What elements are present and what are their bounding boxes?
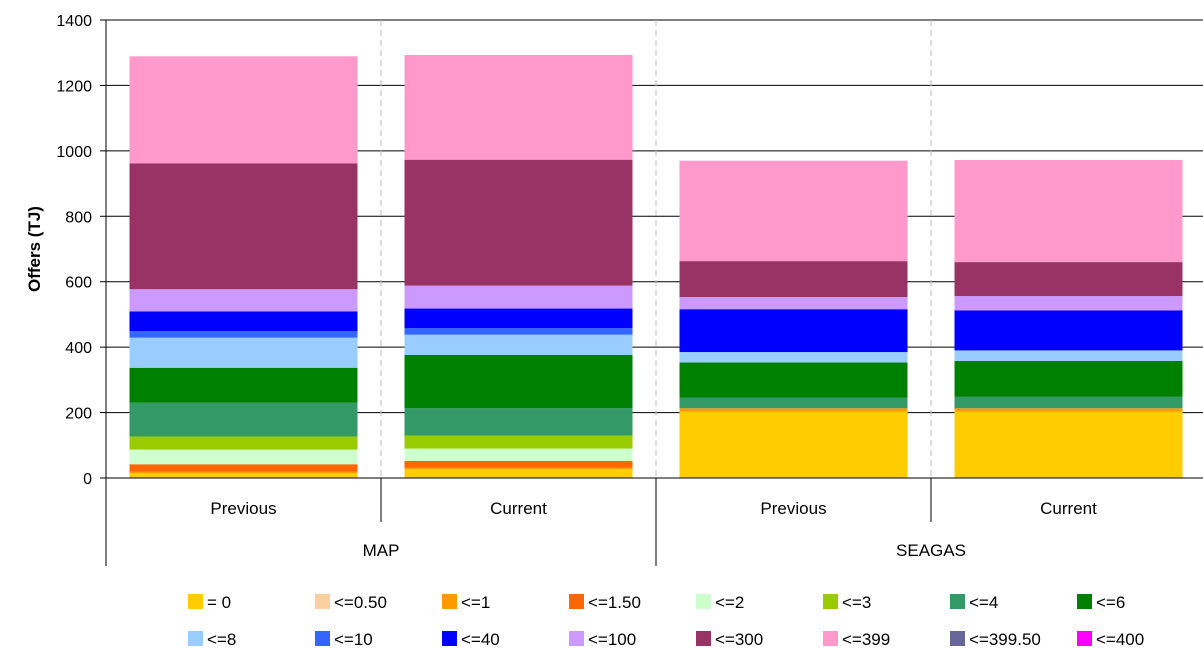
bar-segment-4-1 [404, 448, 633, 461]
x-category-label: Previous [760, 499, 826, 518]
bar-segment-13-2 [679, 160, 908, 262]
legend-swatch [823, 594, 838, 609]
category-separators [380, 20, 932, 478]
bar-segment-6-1 [404, 408, 633, 436]
x-category-labels: Previous Current Previous Current [210, 499, 1097, 518]
legend-label: <=399.50 [969, 630, 1041, 648]
bar-segment-2-1 [404, 467, 633, 470]
legend-swatch [442, 594, 457, 609]
bar-segment-13-0 [129, 56, 358, 164]
legend-swatch [442, 631, 457, 646]
legend-swatch [696, 631, 711, 646]
bar-segment-13-1 [404, 55, 633, 160]
legend-swatch [569, 631, 584, 646]
x-category-label: Previous [210, 499, 276, 518]
legend-label: <=2 [715, 593, 744, 612]
bar-segment-8-0 [129, 337, 358, 368]
bar-segment-0-1 [404, 469, 633, 478]
bar-segment-7-1 [404, 354, 633, 409]
x-category-label: Current [490, 499, 547, 518]
bar-segment-7-3 [954, 360, 1183, 397]
bar-segment-6-3 [954, 396, 1183, 409]
x-group-labels: MAP SEAGAS [363, 541, 966, 560]
legend-label: <=6 [1096, 593, 1125, 612]
bar-segment-7-0 [129, 367, 358, 403]
legend-swatch [188, 594, 203, 609]
legend-label: <=100 [588, 630, 636, 648]
legend-label: <=1 [461, 593, 490, 612]
x-category-label: Current [1040, 499, 1097, 518]
legend: = 0 <=0.50 <=1 <=1.50 <=2 <=3 <=4 <=6 <=8 <=10 <=4… [188, 593, 1144, 648]
bar-segment-6-2 [679, 397, 908, 409]
x-group-label: SEAGAS [896, 541, 966, 560]
legend-label: <=400 [1096, 630, 1144, 648]
legend-swatch [950, 631, 965, 646]
bar-segment-11-0 [129, 289, 358, 312]
y-tick-label: 800 [65, 209, 92, 226]
bar-segment-5-1 [404, 435, 633, 449]
bar-segment-13-3 [954, 160, 1183, 263]
bar-segment-0-2 [679, 411, 908, 478]
bar-segment-10-1 [404, 308, 633, 329]
y-tick-labels: 0 200 400 600 800 1000 1200 1400 [56, 13, 92, 488]
bar-segment-0-0 [129, 473, 358, 478]
bar-segment-11-1 [404, 285, 633, 309]
bar-segment-11-2 [679, 297, 908, 310]
y-axis-label: Offers (TJ) [25, 206, 44, 292]
bar-segment-2-0 [129, 471, 358, 474]
legend-label: <=4 [969, 593, 998, 612]
y-tick-label: 1200 [56, 78, 92, 95]
legend-swatch [696, 594, 711, 609]
bar-segment-9-0 [129, 331, 358, 338]
bar-segment-12-3 [954, 262, 1183, 297]
bar-segment-12-0 [129, 163, 358, 290]
legend-label: <=10 [334, 630, 373, 648]
bar-segment-12-1 [404, 159, 633, 286]
legend-swatch [315, 594, 330, 609]
y-tick-label: 0 [83, 471, 92, 488]
legend-swatch [569, 594, 584, 609]
bar-segment-5-0 [129, 436, 358, 450]
bar-segment-9-1 [404, 328, 633, 335]
bar-segment-2-2 [679, 408, 908, 412]
y-tick-label: 1000 [56, 144, 92, 161]
legend-label: <=8 [207, 630, 236, 648]
legend-swatch [1077, 631, 1092, 646]
bar-segment-0-3 [954, 411, 1183, 478]
bar-segment-8-1 [404, 334, 633, 355]
bars [129, 55, 1183, 478]
legend-swatch [315, 631, 330, 646]
legend-label: <=1.50 [588, 593, 641, 612]
legend-swatch [950, 594, 965, 609]
bar-segment-2-3 [954, 408, 1183, 412]
x-group-label: MAP [363, 541, 400, 560]
bar-segment-8-2 [679, 352, 908, 363]
legend-label: = 0 [207, 593, 231, 612]
legend-swatch [1077, 594, 1092, 609]
legend-label: <=0.50 [334, 593, 387, 612]
bar-segment-7-2 [679, 362, 908, 398]
legend-label: <=40 [461, 630, 500, 648]
bar-segment-11-3 [954, 296, 1183, 311]
bar-segment-10-2 [679, 309, 908, 353]
y-tick-label: 400 [65, 340, 92, 357]
legend-label: <=3 [842, 593, 871, 612]
bar-segment-10-0 [129, 311, 358, 332]
legend-swatch [188, 631, 203, 646]
bar-segment-3-1 [404, 460, 633, 468]
legend-label: <=300 [715, 630, 763, 648]
bar-segment-8-3 [954, 350, 1183, 361]
y-tick-label: 200 [65, 406, 92, 423]
bar-segment-4-0 [129, 449, 358, 465]
legend-label: <=399 [842, 630, 890, 648]
bar-segment-6-0 [129, 402, 358, 437]
legend-swatch [823, 631, 838, 646]
bar-segment-12-2 [679, 261, 908, 298]
bar-segment-3-0 [129, 464, 358, 472]
y-tick-label: 600 [65, 275, 92, 292]
bar-segment-10-3 [954, 310, 1183, 351]
y-tick-label: 1400 [56, 13, 92, 30]
axes [105, 20, 1203, 566]
